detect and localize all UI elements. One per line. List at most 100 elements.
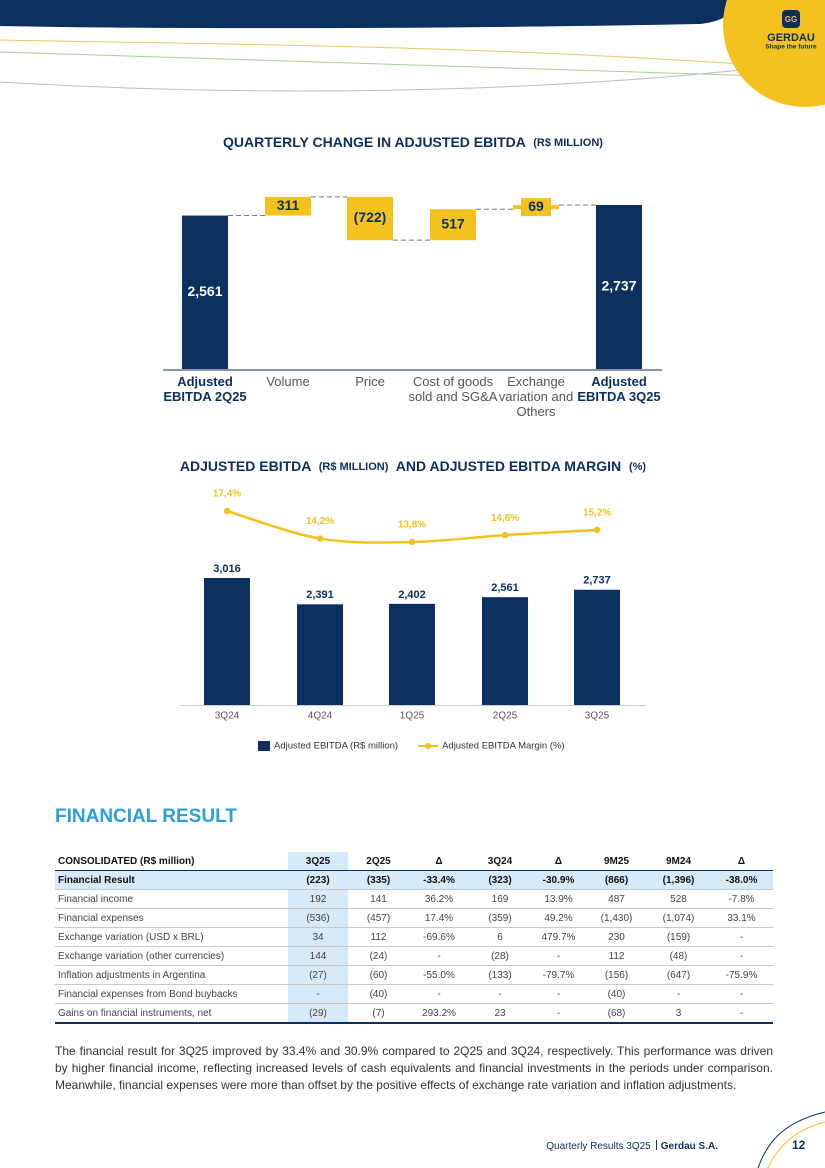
value-label: 2,561 bbox=[187, 283, 222, 299]
table-cell: - bbox=[469, 984, 531, 1004]
x-tick-label: 2Q25 bbox=[493, 711, 518, 722]
table-row: Exchange variation (USD x BRL) 34 112 -69.6… bbox=[55, 927, 773, 947]
table-cell: -79.7% bbox=[531, 965, 586, 985]
line-point bbox=[223, 507, 231, 515]
bar bbox=[574, 589, 620, 705]
table-row: Financial expenses (536) (457) 17.4% (359) 49… bbox=[55, 908, 773, 928]
table-cell: 141 bbox=[348, 889, 409, 909]
legend-swatch bbox=[258, 741, 270, 751]
brand: GERDAU bbox=[767, 32, 815, 44]
column-header: 9M25 bbox=[586, 852, 647, 871]
legend-swatch bbox=[425, 743, 432, 749]
table-cell: (7) bbox=[348, 1003, 409, 1024]
tagline: Shape the future bbox=[765, 44, 817, 51]
column-header: 2Q25 bbox=[348, 852, 409, 871]
x-tick-label: 3Q25 bbox=[585, 711, 610, 722]
category-label: Cost of goods sold and SG&A bbox=[408, 374, 498, 404]
table-cell: 17.4% bbox=[409, 908, 469, 928]
table-cell: 3 bbox=[647, 1003, 710, 1024]
table-cell: (27) bbox=[288, 965, 348, 985]
category-label: Adjusted EBITDA 2Q25 bbox=[163, 374, 247, 404]
table-cell: (866) bbox=[586, 870, 647, 890]
separator bbox=[655, 1140, 657, 1150]
table-cell: (359) bbox=[469, 908, 531, 928]
deco-line bbox=[0, 51, 825, 79]
value-label: (722) bbox=[354, 209, 387, 225]
table-cell: (29) bbox=[288, 1003, 348, 1024]
paragraph: The financial result for 3Q25 improved b… bbox=[55, 1044, 773, 1092]
table-cell: (536) bbox=[288, 908, 348, 928]
table-cell: (159) bbox=[647, 927, 710, 947]
table-cell: - bbox=[531, 984, 586, 1004]
financial-table: CONSOLIDATED (R$ million) 3Q25 2Q25 Δ 3Q24 Δ 9… bbox=[55, 852, 773, 1024]
bar bbox=[389, 603, 435, 705]
deco-line bbox=[0, 59, 825, 92]
table-cell: 192 bbox=[288, 889, 348, 909]
label-box bbox=[265, 197, 311, 216]
line-point bbox=[593, 526, 601, 534]
table-cell: 34 bbox=[288, 927, 348, 947]
table-cell: (40) bbox=[348, 984, 409, 1004]
table-cell: 49.2% bbox=[531, 908, 586, 928]
table-row: Inflation adjustments in Argentina (27) (6… bbox=[55, 965, 773, 985]
title-unit: (R$ MILLION) bbox=[533, 137, 603, 149]
value-label: 2,391 bbox=[306, 589, 334, 601]
table-cell: -75.9% bbox=[710, 965, 773, 985]
footer-report: Quarterly Results 3Q25 bbox=[546, 1141, 651, 1152]
row-label: Financial expenses bbox=[55, 908, 288, 928]
table-cell: -7.8% bbox=[710, 889, 773, 909]
table-cell: 230 bbox=[586, 927, 647, 947]
table-cell: (1,396) bbox=[647, 870, 710, 890]
column-header: Δ bbox=[710, 852, 773, 871]
table-cell: (28) bbox=[469, 946, 531, 966]
column-header: Δ bbox=[409, 852, 469, 871]
value-label: 14,6% bbox=[491, 513, 519, 524]
row-label: Financial expenses from Bond buybacks bbox=[55, 984, 288, 1004]
table-cell: - bbox=[710, 946, 773, 966]
logo-disc bbox=[723, 0, 825, 107]
table-cell: 13.9% bbox=[531, 889, 586, 909]
logo-icon bbox=[782, 10, 800, 28]
value-label: 311 bbox=[277, 197, 300, 213]
title-part: ADJUSTED EBITDA bbox=[180, 458, 311, 474]
column-header: 3Q24 bbox=[469, 852, 531, 871]
table-cell: (1,074) bbox=[647, 908, 710, 928]
row-label: Financial Result bbox=[55, 870, 288, 890]
row-label: Financial income bbox=[55, 889, 288, 909]
table-cell: 169 bbox=[469, 889, 531, 909]
deco-line bbox=[757, 1111, 825, 1168]
value-label: 2,737 bbox=[583, 575, 611, 587]
line-point bbox=[408, 538, 416, 546]
label-box bbox=[521, 198, 551, 217]
column-header: CONSOLIDATED (R$ million) bbox=[55, 852, 288, 871]
table-cell: 112 bbox=[586, 946, 647, 966]
total-bar bbox=[182, 215, 228, 369]
value-label: 17,4% bbox=[213, 489, 241, 500]
footer-company: Gerdau S.A. bbox=[660, 1141, 718, 1152]
table-cell: 112 bbox=[348, 927, 409, 947]
legend-label: Adjusted EBITDA Margin (%) bbox=[442, 741, 565, 752]
row-label: Exchange variation (other currencies) bbox=[55, 946, 288, 966]
title-unit: (%) bbox=[629, 461, 646, 473]
legend-label: Adjusted EBITDA (R$ million) bbox=[274, 741, 398, 752]
table-cell: (223) bbox=[288, 870, 348, 890]
category-label: Exchange variation and Others bbox=[498, 374, 574, 419]
table-cell: - bbox=[409, 946, 469, 966]
column-header: Δ bbox=[531, 852, 586, 871]
line-point bbox=[316, 535, 324, 542]
table-cell: 36.2% bbox=[409, 889, 469, 909]
value-label: 13,8% bbox=[398, 520, 426, 531]
title-part: QUARTERLY CHANGE IN ADJUSTED EBITDA bbox=[223, 134, 526, 150]
value-label: 2,402 bbox=[398, 589, 426, 601]
table-cell: 23 bbox=[469, 1003, 531, 1024]
value-label: 14,2% bbox=[306, 516, 334, 527]
column-header: 3Q25 bbox=[288, 852, 348, 871]
bar bbox=[297, 604, 343, 705]
value-label: 2,737 bbox=[601, 278, 636, 294]
table-cell: (335) bbox=[348, 870, 409, 890]
table-cell: 487 bbox=[586, 889, 647, 909]
value-label: 69 bbox=[528, 198, 544, 214]
bar bbox=[482, 597, 528, 705]
table-cell: -55.0% bbox=[409, 965, 469, 985]
